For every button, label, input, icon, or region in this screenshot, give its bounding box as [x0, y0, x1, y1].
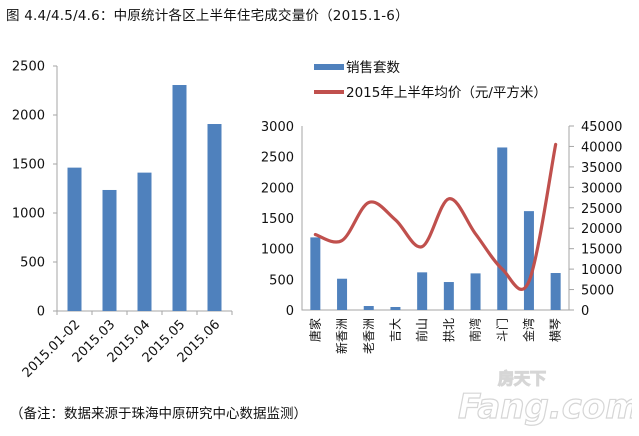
- legend-line-swatch: [314, 90, 344, 94]
- bar-金湾: [523, 211, 534, 310]
- legend-label-price: 2015年上半年均价（元/平方米）: [346, 85, 547, 101]
- right-y-tick-label: 25000: [581, 202, 622, 217]
- left-y-tick-label: 3000: [261, 120, 294, 135]
- x-category-label: 前山: [414, 318, 429, 342]
- bar-2015.05: [172, 85, 187, 312]
- bar-南湾: [470, 273, 481, 310]
- left-y-tick-label: 2000: [261, 181, 294, 196]
- right-y-tick-label: 40000: [581, 140, 622, 155]
- bar-斗门: [497, 147, 508, 310]
- x-category-label: 老香洲: [362, 318, 376, 354]
- y-tick-label: 0: [37, 305, 45, 320]
- legend-bar-swatch: [314, 64, 344, 70]
- right-y-tick-label: 45000: [581, 120, 622, 135]
- bar-拱北: [443, 282, 454, 310]
- right-chart-axes: [301, 126, 570, 311]
- bar-2015.04: [137, 172, 152, 311]
- y-tick-label: 1000: [12, 207, 45, 222]
- left-y-tick-label: 1000: [261, 243, 294, 258]
- chart-legend: 销售套数 2015年上半年均价（元/平方米）: [314, 60, 547, 101]
- left-y-tick-label: 500: [269, 273, 294, 288]
- bar-吉大: [390, 306, 401, 310]
- data-source-footnote: （备注：数据来源于珠海中原研究中心数据监测）: [10, 406, 307, 422]
- bar-新香洲: [337, 278, 348, 310]
- left-y-tick-label: 1500: [261, 212, 294, 227]
- x-category-label: 2015.01-02: [20, 317, 84, 381]
- y-tick-label: 500: [20, 256, 45, 271]
- avg-price-line: [313, 142, 558, 291]
- watermark-cn: 房天下: [498, 369, 546, 388]
- monthly-sales-bar-chart: 050010001500200025002015.01-022015.03201…: [12, 60, 233, 381]
- right-y-tick-label: 10000: [581, 263, 622, 278]
- bar-前山: [417, 272, 428, 310]
- x-category-label: 吉大: [388, 318, 402, 342]
- bar-2015.01-02: [67, 167, 82, 311]
- x-category-label: 唐家: [307, 318, 322, 342]
- x-category-label: 南湾: [468, 318, 483, 342]
- x-category-label: 金湾: [521, 318, 536, 342]
- district-sales-price-combo-chart: 0500100015002000250030000500010000150002…: [261, 120, 622, 354]
- bar-2015.06: [207, 124, 222, 312]
- x-category-label: 横琴: [549, 318, 563, 342]
- bar-2015.03: [102, 189, 117, 311]
- fang-com-watermark-logo: 房天下 Fang.com: [457, 368, 632, 427]
- left-y-tick-label: 2500: [261, 151, 294, 166]
- legend-label-sales: 销售套数: [346, 60, 400, 76]
- figure-title: 图 4.4/4.5/4.6：中原统计各区上半年住宅成交量价（2015.1-6）: [6, 8, 409, 24]
- right-y-tick-label: 15000: [581, 243, 622, 258]
- right-y-tick-label: 0: [581, 304, 589, 319]
- right-y-tick-label: 20000: [581, 222, 622, 237]
- bar-横琴: [550, 273, 561, 310]
- bar-唐家: [310, 237, 321, 310]
- left-y-tick-label: 0: [286, 304, 294, 319]
- right-y-tick-label: 30000: [581, 181, 622, 196]
- right-y-tick-label: 5000: [581, 284, 614, 299]
- y-tick-label: 1500: [12, 158, 45, 173]
- watermark-en: Fang.com: [458, 387, 632, 427]
- bar-老香洲: [363, 306, 374, 310]
- right-y-tick-label: 35000: [581, 161, 622, 176]
- x-category-label: 斗门: [494, 318, 509, 342]
- x-category-label: 新香洲: [334, 318, 349, 354]
- y-tick-label: 2500: [12, 60, 45, 75]
- x-category-label: 拱北: [442, 318, 456, 342]
- y-tick-label: 2000: [12, 109, 45, 124]
